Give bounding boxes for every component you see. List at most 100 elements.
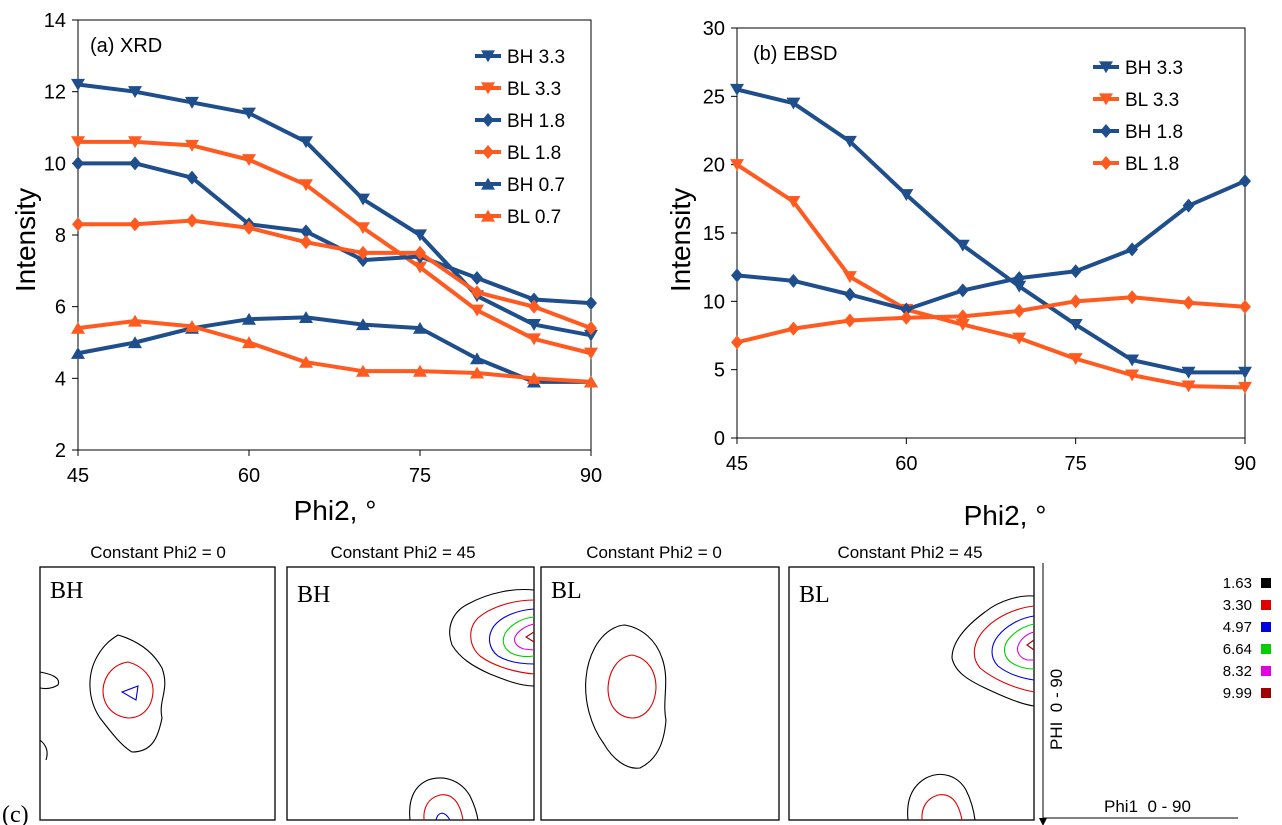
odf-section-4-contours <box>907 595 1035 821</box>
data-point <box>1069 264 1082 279</box>
data-point <box>470 352 484 365</box>
data-point <box>1012 280 1027 293</box>
data-point <box>1126 290 1139 305</box>
data-point <box>299 355 313 368</box>
series-bl-3-3 <box>730 159 1252 394</box>
y-tick-label: 8 <box>55 225 66 247</box>
contour-level-swatch <box>1261 622 1271 632</box>
data-point <box>527 372 541 384</box>
odf-section-sample: BL <box>799 582 830 608</box>
legend-label: BL 0.7 <box>507 207 561 228</box>
data-point <box>1125 369 1140 382</box>
y-tick-label: 25 <box>703 86 725 108</box>
legend: BH 3.3 BL 3.3 BH 1.8 BL 1.8 BH 0.7 BL 0.7 <box>475 47 565 228</box>
legend-marker <box>1099 61 1113 74</box>
series-line <box>736 295 1246 345</box>
panel-b-ylabel: Intensity <box>665 188 696 292</box>
contour-level-value: 3.30 <box>1223 597 1252 614</box>
data-point <box>900 302 913 317</box>
odf-section-sample: BH <box>297 582 330 608</box>
data-point <box>242 312 256 325</box>
panel-b-ebsd-chart: (b) EBSD Phi2, ° Intensity 0 5 10 15 20 25 30 4… <box>665 18 1256 531</box>
data-point <box>786 195 801 208</box>
data-point <box>1126 242 1139 257</box>
data-point <box>129 156 141 171</box>
panel-a-ylabel: Intensity <box>10 188 41 292</box>
panel-a-label: (a) XRD <box>90 35 162 57</box>
panel-b-label: (b) EBSD <box>753 43 837 65</box>
data-point <box>787 273 800 288</box>
legend-label: BH 1.8 <box>507 111 565 132</box>
legend-label: BL 1.8 <box>1125 154 1179 175</box>
series-bh-1-8 <box>731 174 1251 317</box>
legend-item: BL 1.8 <box>475 143 561 164</box>
data-point <box>299 311 313 324</box>
legend-item: BH 0.7 <box>475 175 565 196</box>
contour-level-item: 9.99 <box>1223 685 1271 702</box>
series-line <box>736 87 1245 375</box>
data-point <box>357 245 369 260</box>
data-point <box>357 253 369 268</box>
data-point <box>471 285 483 300</box>
contour-level-item: 1.63 <box>1223 575 1271 592</box>
contour-level-swatch <box>1261 688 1271 698</box>
odf-section-title: Constant Phi2 = 0 <box>90 543 226 562</box>
odf-section-title: Constant Phi2 = 45 <box>837 543 982 562</box>
series-line <box>78 218 592 331</box>
data-point <box>899 189 914 202</box>
data-point <box>471 271 483 285</box>
x-tick-label: 60 <box>238 465 260 487</box>
data-point <box>1182 198 1195 213</box>
data-point <box>71 321 85 334</box>
y-tick-label: 6 <box>55 297 66 319</box>
data-point <box>730 83 744 96</box>
data-point <box>1182 295 1195 310</box>
data-point <box>470 366 484 379</box>
legend-item: BH 3.3 <box>475 47 565 68</box>
data-point <box>129 217 141 232</box>
y-tick-label: 15 <box>703 223 725 245</box>
data-point <box>128 136 142 149</box>
contour-level-value: 8.32 <box>1223 663 1252 680</box>
data-point <box>128 86 142 98</box>
data-point <box>584 375 598 388</box>
y-tick-label: 4 <box>55 368 66 390</box>
y-tick-label: 5 <box>714 360 725 382</box>
legend-label: BL 1.8 <box>507 143 561 164</box>
data-point <box>186 213 198 228</box>
odf-section-sample: BH <box>50 578 83 604</box>
data-point <box>299 179 313 192</box>
legend-item: BL 0.7 <box>475 207 561 228</box>
odf-section-3-contours <box>585 624 667 769</box>
legend-label: BL 3.3 <box>507 79 561 100</box>
data-point <box>956 309 969 324</box>
legend-label: BL 3.3 <box>1125 90 1179 111</box>
contour-level-item: 6.64 <box>1223 641 1271 658</box>
odf-section-sample: BL <box>551 578 582 604</box>
odf-vertical-axis-label: PHI 0 - 90 <box>1047 669 1066 750</box>
y-tick-label: 2 <box>55 440 66 462</box>
x-tick-label: 75 <box>409 465 431 487</box>
series-line <box>736 179 1246 312</box>
y-tick-label: 10 <box>44 153 66 175</box>
data-point <box>356 318 370 331</box>
data-point <box>413 261 427 274</box>
data-point <box>300 235 312 250</box>
data-point <box>1238 366 1252 379</box>
data-point <box>1069 294 1082 309</box>
data-point <box>527 333 541 346</box>
legend-item: BL 3.3 <box>475 79 561 100</box>
contour-level-swatch <box>1261 578 1271 588</box>
odf-section-frame <box>286 566 535 821</box>
data-point <box>528 292 540 307</box>
legend-label: BH 0.7 <box>507 175 565 196</box>
data-point <box>470 304 484 317</box>
y-tick-label: 30 <box>703 18 725 40</box>
series-line <box>735 162 1246 390</box>
y-tick-label: 0 <box>714 428 725 450</box>
data-point <box>242 336 256 349</box>
data-point <box>843 313 856 328</box>
data-point <box>72 217 84 232</box>
data-point <box>186 170 198 185</box>
data-point <box>786 97 801 110</box>
